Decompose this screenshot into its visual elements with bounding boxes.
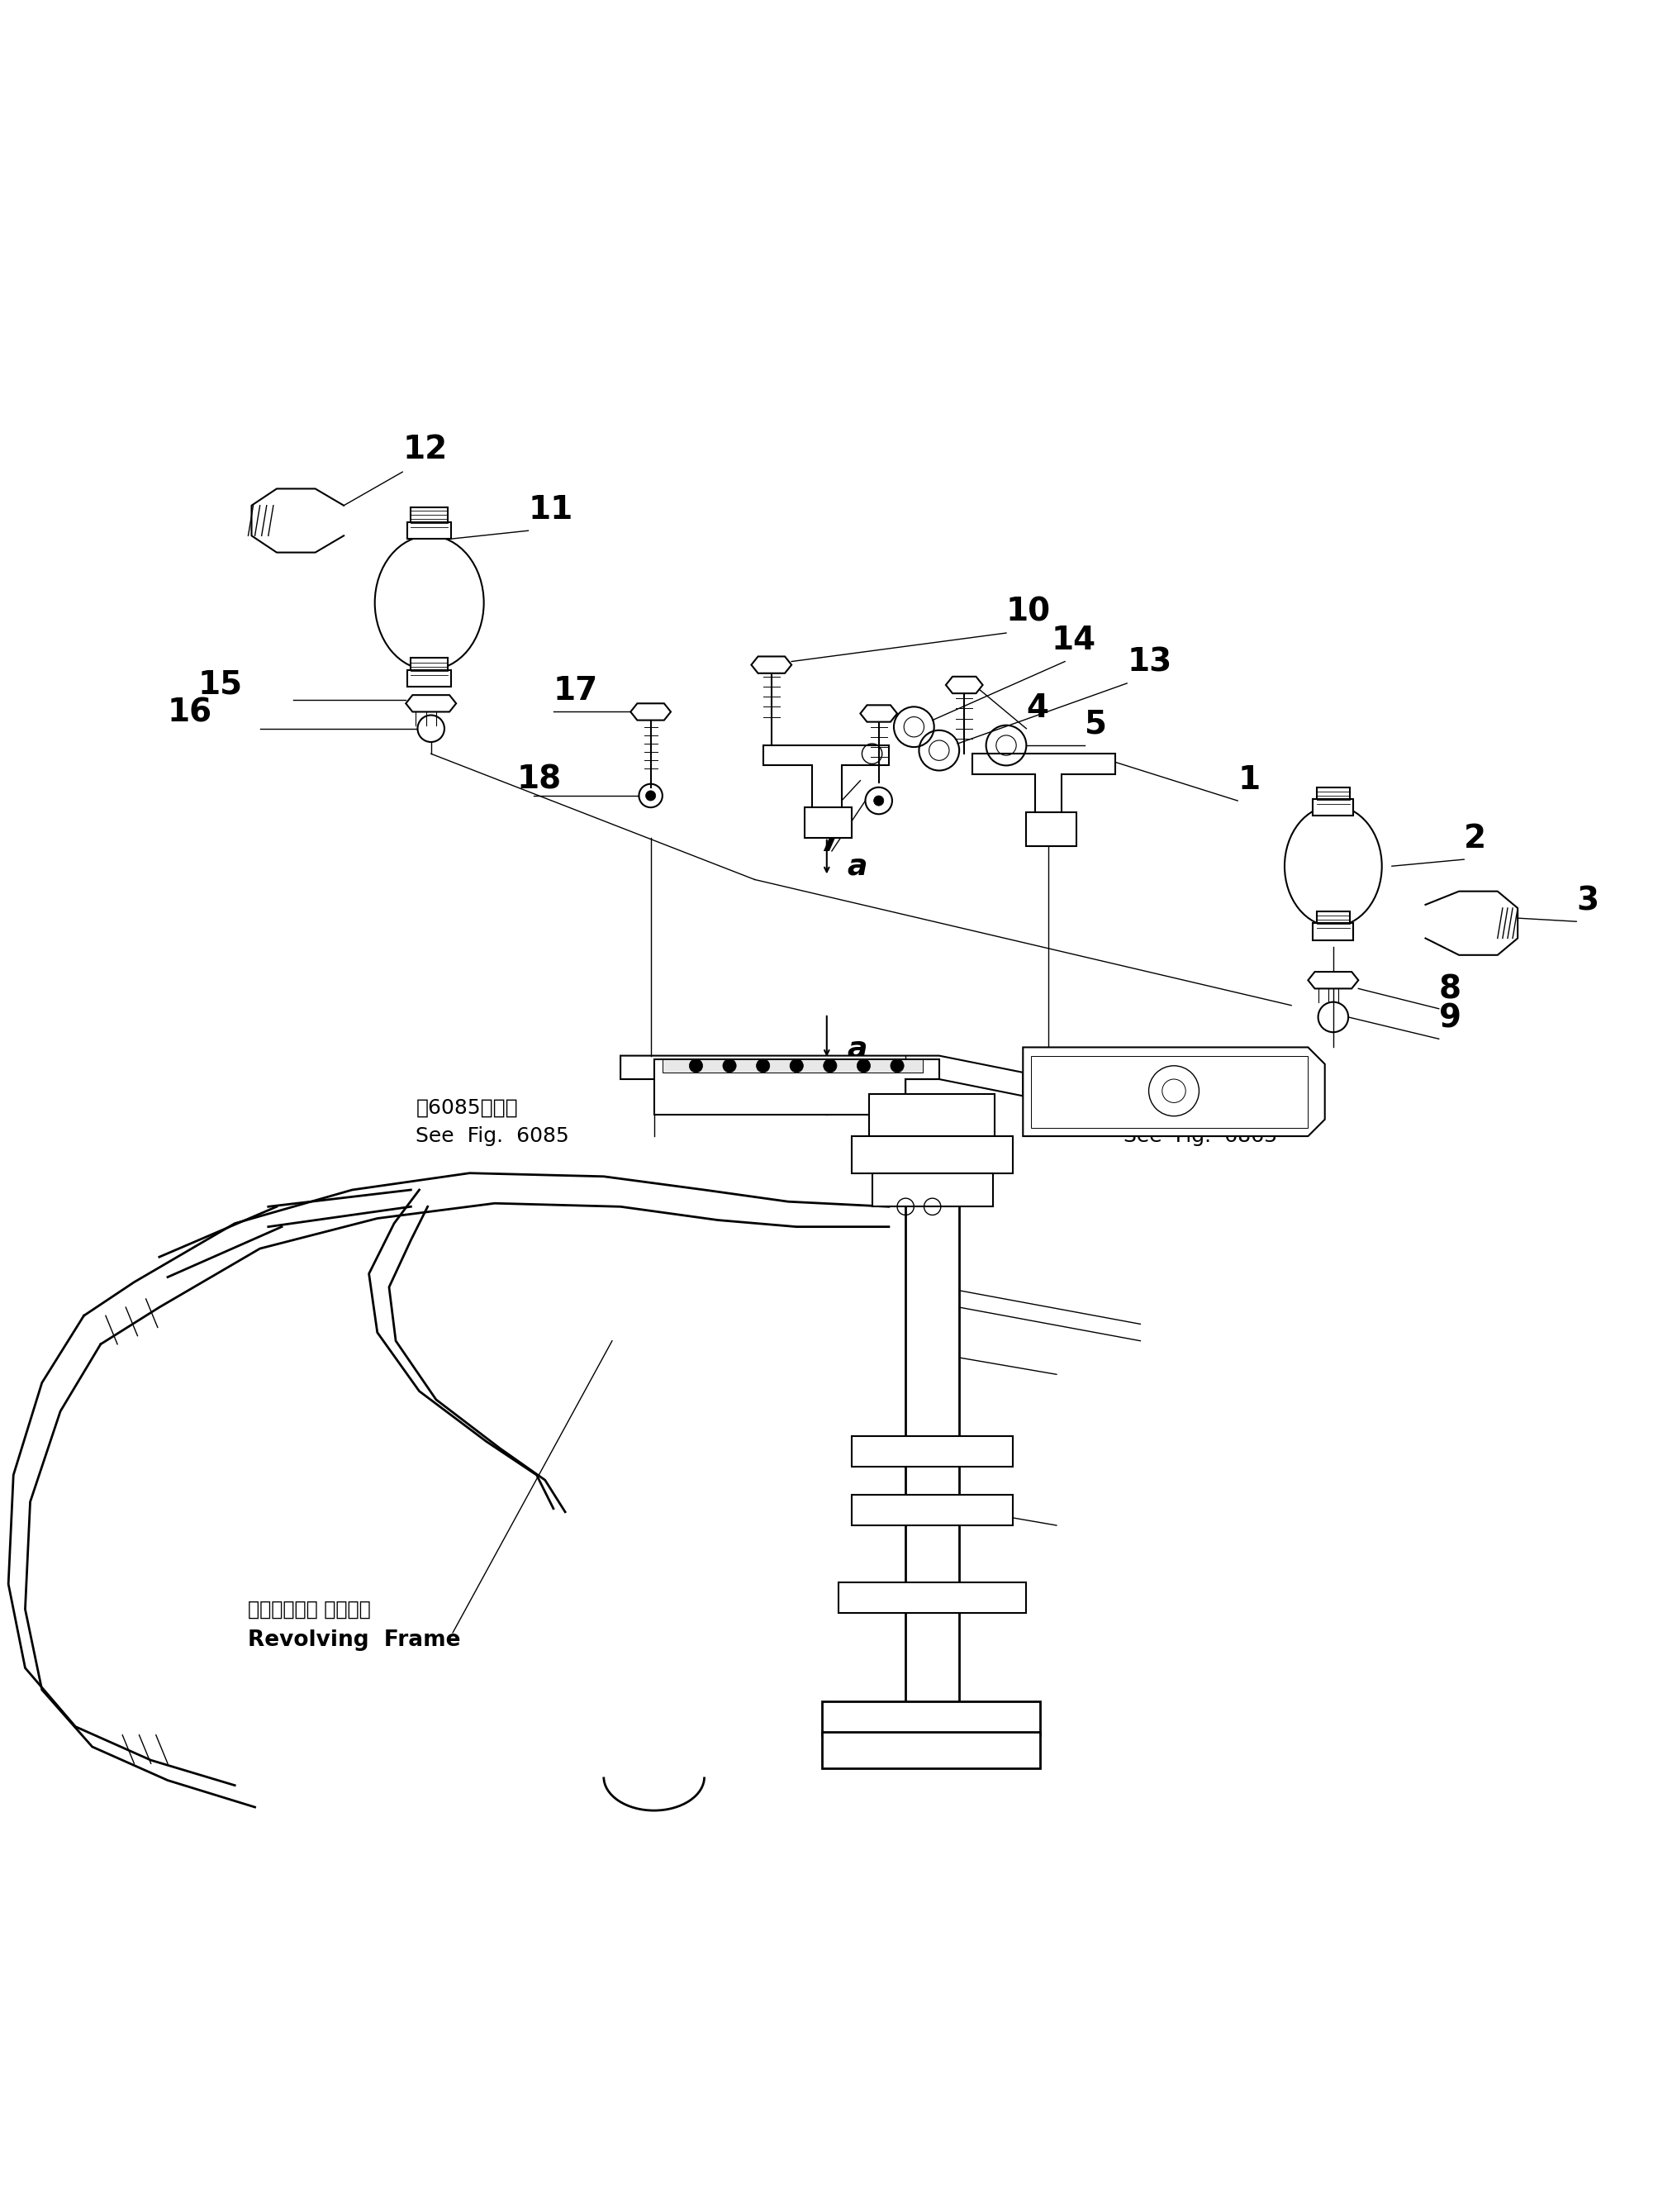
Text: 15: 15: [198, 668, 243, 699]
Polygon shape: [654, 1060, 939, 1115]
Text: 7: 7: [818, 827, 840, 858]
Circle shape: [823, 1060, 837, 1073]
Text: a: a: [847, 852, 867, 880]
Bar: [822, 1732, 1040, 1770]
Bar: [852, 1137, 1013, 1172]
Text: 8: 8: [1439, 973, 1461, 1006]
Text: 18: 18: [517, 765, 562, 796]
Polygon shape: [631, 703, 671, 721]
Bar: [411, 507, 448, 526]
Text: 14: 14: [1051, 626, 1097, 657]
Text: 4: 4: [1026, 692, 1048, 723]
Text: 第6085図参照: 第6085図参照: [416, 1097, 518, 1117]
Circle shape: [689, 1060, 703, 1073]
Bar: [872, 1172, 993, 1206]
Polygon shape: [620, 1055, 1023, 1095]
Ellipse shape: [374, 535, 485, 670]
Polygon shape: [1023, 1046, 1325, 1137]
Text: Revolving  Frame: Revolving Frame: [248, 1630, 461, 1650]
Bar: [805, 807, 852, 838]
Text: See  Fig.  6085: See Fig. 6085: [416, 1126, 570, 1146]
Text: 6: 6: [818, 781, 840, 812]
Bar: [662, 1060, 922, 1073]
Text: a: a: [847, 1035, 867, 1064]
Bar: [1316, 911, 1350, 929]
Bar: [1313, 799, 1353, 816]
Text: 3: 3: [1576, 885, 1598, 916]
Circle shape: [874, 796, 884, 805]
Polygon shape: [946, 677, 983, 692]
Circle shape: [857, 1060, 870, 1073]
Text: レボルビング フレーム: レボルビング フレーム: [248, 1599, 371, 1619]
Bar: [1026, 812, 1077, 845]
Bar: [1313, 922, 1353, 940]
Polygon shape: [751, 657, 792, 672]
Bar: [1031, 1055, 1308, 1128]
Circle shape: [756, 1060, 770, 1073]
Text: 第6863図参照: 第6863図参照: [1124, 1097, 1226, 1117]
Text: 16: 16: [168, 697, 213, 728]
Circle shape: [723, 1060, 736, 1073]
Bar: [822, 1701, 1040, 1734]
Bar: [838, 1582, 1026, 1613]
Text: 13: 13: [1127, 646, 1172, 679]
Circle shape: [646, 790, 656, 801]
Bar: [408, 670, 451, 686]
Text: 2: 2: [1464, 823, 1486, 854]
Polygon shape: [763, 745, 889, 812]
Text: 17: 17: [553, 675, 599, 708]
Text: See  Fig.  6863: See Fig. 6863: [1124, 1126, 1278, 1146]
Polygon shape: [406, 695, 456, 712]
Text: 11: 11: [528, 493, 574, 526]
Text: 1: 1: [1238, 765, 1259, 796]
Polygon shape: [860, 706, 897, 721]
Text: 12: 12: [402, 434, 448, 465]
Bar: [408, 522, 451, 540]
Bar: [869, 1095, 994, 1137]
Text: 10: 10: [1006, 597, 1051, 628]
Bar: [852, 1436, 1013, 1467]
Circle shape: [890, 1060, 904, 1073]
Bar: [1316, 787, 1350, 805]
Ellipse shape: [1285, 805, 1382, 927]
Polygon shape: [973, 754, 1115, 818]
Text: 5: 5: [1085, 708, 1107, 741]
Bar: [852, 1495, 1013, 1526]
Circle shape: [790, 1060, 803, 1073]
Text: 9: 9: [1439, 1002, 1461, 1033]
Polygon shape: [1308, 971, 1358, 989]
Bar: [411, 659, 448, 675]
